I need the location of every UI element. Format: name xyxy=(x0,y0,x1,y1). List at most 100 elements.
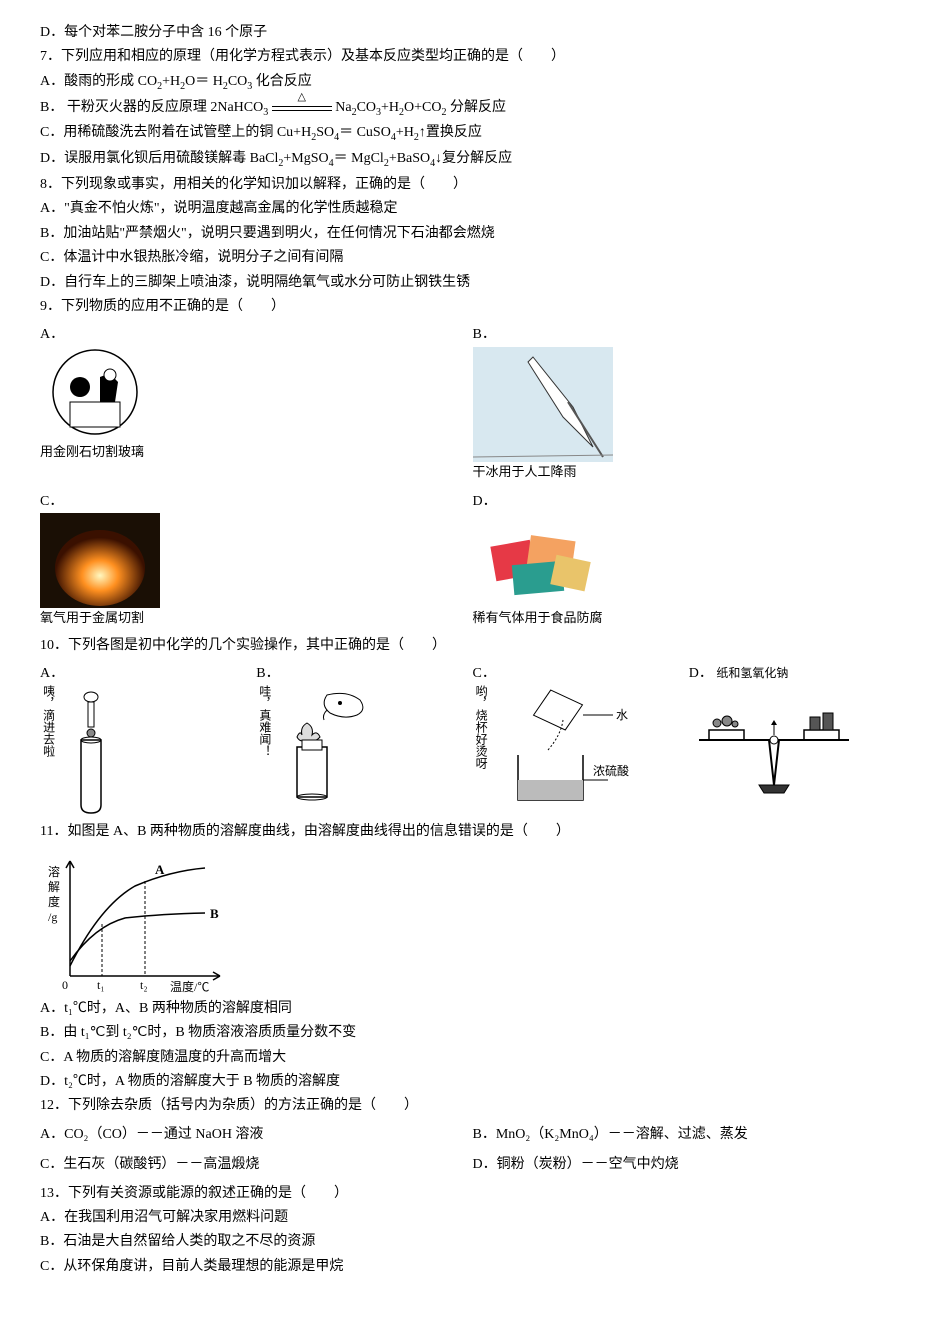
q7a-tail: 化合反应 xyxy=(252,74,312,89)
sub: 2 xyxy=(223,81,228,92)
q9b-label: B． xyxy=(473,324,906,346)
q9b-caption: 干冰用于人工降雨 xyxy=(473,462,906,483)
sub: 4 xyxy=(391,132,396,143)
q7b-pre: B． xyxy=(40,100,63,115)
sub: 3 xyxy=(376,106,381,117)
q7a-pre: A．酸雨的形成 CO xyxy=(40,74,157,89)
q10-option-b: B． 哇，真难闻！ xyxy=(256,659,472,819)
q7c-pre: C．用稀硫酸洗去附着在试管壁上的铜 Cu+H xyxy=(40,125,311,140)
q9d-label: D． xyxy=(473,491,906,513)
origin: 0 xyxy=(62,978,68,992)
q9c-image xyxy=(40,513,160,608)
q9-stem: 9．下列物质的应用不正确的是（ ） xyxy=(40,296,905,318)
q10c-label: C． xyxy=(473,666,496,681)
acid-label: 浓硫酸 xyxy=(593,763,629,778)
q12-row1: A．CO₂（CO）－－通过 NaOH 溶液 B．MnO₂（K₂MnO₄）－－溶解… xyxy=(40,1120,905,1150)
q10-stem: 10．下列各图是初中化学的几个实验操作，其中正确的是（ ） xyxy=(40,635,905,657)
q7-option-c: C．用稀硫酸洗去附着在试管壁上的铜 Cu+H2SO4＝ CuSO4+H2↑置换反… xyxy=(40,122,905,146)
q9-option-a: A． 用金刚石切割玻璃 xyxy=(40,320,473,486)
q9a-image xyxy=(40,347,150,442)
q12-option-d: D．铜粉（炭粉）－－空气中灼烧 xyxy=(473,1150,906,1180)
q9a-caption: 用金刚石切割玻璃 xyxy=(40,442,473,463)
q10b-text: 哇，真难闻！ xyxy=(256,685,272,757)
q9c-caption: 氧气用于金属切割 xyxy=(40,608,473,629)
q10c-image: 水 浓硫酸 xyxy=(488,685,638,815)
q10a-image xyxy=(56,685,126,815)
q11-option-d: D．t₂℃时，A 物质的溶解度大于 B 物质的溶解度 xyxy=(40,1071,905,1093)
q10a-text: 咦，滴进去啦 xyxy=(40,685,56,757)
q12-option-b: B．MnO₂（K₂MnO₄）－－溶解、过滤、蒸发 xyxy=(473,1120,906,1150)
ylabel2: 解 xyxy=(48,880,60,894)
q8-option-b: B．加油站贴"严禁烟火"，说明只要遇到明火，在任何情况下石油都会燃烧 xyxy=(40,223,905,245)
t2: t₂ xyxy=(140,978,148,992)
q7b-tail: 分解反应 xyxy=(447,100,507,115)
sub: 2 xyxy=(278,158,283,169)
labelB: B xyxy=(210,906,219,921)
sub: 2 xyxy=(399,106,404,117)
q12-row2: C．生石灰（碳酸钙）－－高温煅烧 D．铜粉（炭粉）－－空气中灼烧 xyxy=(40,1150,905,1180)
q7d-tail: ↓复分解反应 xyxy=(435,151,512,166)
q13-option-b: B．石油是大自然留给人类的取之不尽的资源 xyxy=(40,1231,905,1253)
sub: 3 xyxy=(263,106,268,117)
sub: 2 xyxy=(352,106,357,117)
q10-option-a: A． 咦，滴进去啦 xyxy=(40,659,256,819)
q13-option-a: A．在我国利用沼气可解决家用燃料问题 xyxy=(40,1207,905,1229)
q9a-label: A． xyxy=(40,324,473,346)
t1: t₁ xyxy=(97,978,105,992)
q9-option-c: C． 氧气用于金属切割 xyxy=(40,487,473,633)
q7d-pre: D．误服用氯化钡后用硫酸镁解毒 BaCl xyxy=(40,151,278,166)
ylabel4: /g xyxy=(48,910,57,924)
q9-option-d: D． 稀有气体用于食品防腐 xyxy=(473,487,906,633)
q7-option-a: A．酸雨的形成 CO2+H2O＝ H2CO3 化合反应 xyxy=(40,71,905,95)
q7b-mid: Na xyxy=(335,100,351,115)
q10-option-d: D． 纸和氢氧化钠 xyxy=(689,659,905,819)
q10d-image xyxy=(689,685,859,795)
q9-options-row1: A． 用金刚石切割玻璃 B． 干冰用于人工降雨 xyxy=(40,320,905,486)
q7c-tail: ↑置换反应 xyxy=(419,125,482,140)
q8-option-c: C．体温计中水银热胀冷缩，说明分子之间有间隔 xyxy=(40,247,905,269)
q10c-text: 哟，烧杯好烫呀 xyxy=(473,685,489,769)
sub: 4 xyxy=(334,132,339,143)
q13-stem: 13．下列有关资源或能源的叙述正确的是（ ） xyxy=(40,1183,905,1205)
q10b-label: B． xyxy=(256,666,279,681)
ylabel1: 溶 xyxy=(48,864,60,879)
q7-option-d: D．误服用氯化钡后用硫酸镁解毒 BaCl2+MgSO4＝ MgCl2+BaSO4… xyxy=(40,148,905,172)
q11-option-a: A．t₁℃时，A、B 两种物质的溶解度相同 xyxy=(40,998,905,1020)
q8-stem: 8．下列现象或事实，用相关的化学知识加以解释，正确的是（ ） xyxy=(40,174,905,196)
sub: 2 xyxy=(311,132,316,143)
q7a-post: O＝ H xyxy=(185,74,223,89)
q11-chart: 溶 解 度 /g 温度/℃ A B 0 t₁ t₂ xyxy=(40,846,240,996)
q8-option-a: A．"真金不怕火炼"，说明温度越高金属的化学性质越稳定 xyxy=(40,198,905,220)
q11-stem: 11．如图是 A、B 两种物质的溶解度曲线，由溶解度曲线得出的信息错误的是（ ） xyxy=(40,821,905,843)
q9b-image xyxy=(473,347,613,462)
q7b-text: 干粉灭火器的反应原理 2NaHCO xyxy=(67,100,263,115)
labelA: A xyxy=(155,862,165,877)
q9d-caption: 稀有气体用于食品防腐 xyxy=(473,608,906,629)
q13-option-c: C．从环保角度讲，目前人类最理想的能源是甲烷 xyxy=(40,1256,905,1278)
q12-option-c: C．生石灰（碳酸钙）－－高温煅烧 xyxy=(40,1150,473,1180)
q10b-image xyxy=(272,685,382,815)
q6-option-d: D．每个对苯二胺分子中含 16 个原子 xyxy=(40,22,905,44)
q7-option-b: B． 干粉灭火器的反应原理 2NaHCO3 △ Na2CO3+H2O+CO2 分… xyxy=(40,97,905,121)
q10d-text: 纸和氢氧化钠 xyxy=(716,666,788,680)
q10-options: A． 咦，滴进去啦 B． 哇，真难闻！ xyxy=(40,659,905,819)
ylabel3: 度 xyxy=(48,894,60,909)
xlabel: 温度/℃ xyxy=(170,979,209,994)
q12-stem: 12．下列除去杂质（括号内为杂质）的方法正确的是（ ） xyxy=(40,1095,905,1117)
q11-option-c: C．A 物质的溶解度随温度的升高而增大 xyxy=(40,1047,905,1069)
sub: 2 xyxy=(384,158,389,169)
q10-option-c: C． 哟，烧杯好烫呀 水 浓硫酸 xyxy=(473,659,689,819)
q9c-label: C． xyxy=(40,491,473,513)
q8-option-d: D．自行车上的三脚架上喷油漆，说明隔绝氧气或水分可防止钢铁生锈 xyxy=(40,272,905,294)
q9-option-b: B． 干冰用于人工降雨 xyxy=(473,320,906,486)
q12-option-a: A．CO₂（CO）－－通过 NaOH 溶液 xyxy=(40,1120,473,1150)
q10a-label: A． xyxy=(40,666,64,681)
water-label: 水 xyxy=(616,708,628,722)
reaction-arrow: △ xyxy=(272,103,332,111)
q9-options-row2: C． 氧气用于金属切割 D． 稀有气体用于食品防腐 xyxy=(40,487,905,633)
q11-option-b: B．由 t₁℃到 t₂℃时，B 物质溶液溶质质量分数不变 xyxy=(40,1022,905,1044)
q7-stem: 7．下列应用和相应的原理（用化学方程式表示）及基本反应类型均正确的是（ ） xyxy=(40,46,905,68)
sub: 2 xyxy=(157,81,162,92)
sub: 4 xyxy=(329,158,334,169)
q10d-label: D． xyxy=(689,666,713,681)
